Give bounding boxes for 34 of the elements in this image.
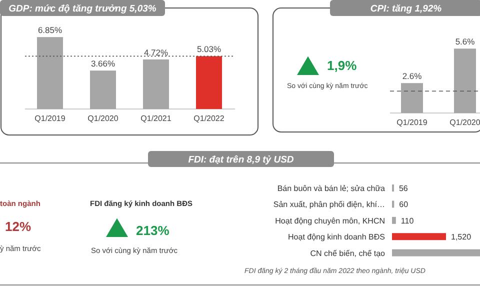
- x-tick-label: Q1/2019: [34, 114, 66, 123]
- chart-title: CPI: tăng 1,92%: [370, 4, 442, 14]
- y-tick-label: Sản xuất, phân phối điện, khí…: [273, 200, 385, 210]
- bar: [196, 56, 222, 109]
- y-tick-label: Hoạt động chuyên môn, KHCN: [275, 216, 386, 226]
- data-label: 1,520: [451, 232, 472, 242]
- bar: [392, 233, 446, 240]
- data-label: 4.72%: [144, 47, 168, 58]
- bar: [392, 216, 396, 224]
- bar: [392, 249, 480, 256]
- y-tick-label: CN chế biến, chế tạo: [310, 248, 386, 258]
- y-tick-label: Hoạt động kinh doanh BĐS: [288, 232, 385, 242]
- bar: [90, 70, 116, 109]
- data-label: 110: [400, 216, 414, 226]
- data-label: 56: [398, 184, 408, 193]
- text: FDI: đạt trên 8,9 tỷ USD: [188, 154, 294, 166]
- data-label: 3.66%: [90, 58, 116, 69]
- x-tick-label: Q1/2019: [396, 118, 428, 127]
- data-label: 5.03%: [196, 44, 222, 54]
- bar: [37, 37, 63, 109]
- data-label: 60: [399, 200, 409, 210]
- x-tick-label: Q1/2020: [88, 114, 119, 123]
- y-tick-label: Bán buôn và bán lẻ; sửa chữa: [277, 184, 386, 193]
- text: 12%: [5, 219, 32, 234]
- text: 213%: [136, 223, 170, 238]
- x-tick-label: Q1/2020: [450, 118, 480, 127]
- data-label: 6.85%: [38, 25, 62, 36]
- chart-title: GDP: mức độ tăng trưởng 5,03%: [8, 4, 157, 14]
- bar: [143, 59, 169, 109]
- text: 1,9%: [327, 58, 358, 73]
- x-tick-label: Q1/2021: [140, 114, 172, 123]
- x-tick-label: Q1/2022: [194, 114, 225, 123]
- data-label: 2.6%: [402, 71, 422, 82]
- data-label: 5.6%: [455, 36, 476, 47]
